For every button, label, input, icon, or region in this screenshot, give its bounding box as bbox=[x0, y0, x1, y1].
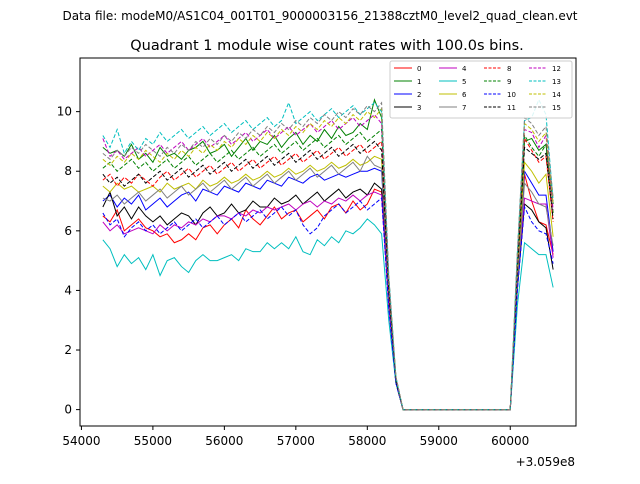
x-tick-label: 60000 bbox=[491, 434, 529, 448]
x-tick-label: 55000 bbox=[134, 434, 172, 448]
x-tick-label: 58000 bbox=[348, 434, 386, 448]
series-line-11 bbox=[102, 140, 554, 411]
x-tick-label: 54000 bbox=[62, 434, 100, 448]
series-line-10 bbox=[102, 197, 554, 411]
x-tick-label: 56000 bbox=[205, 434, 243, 448]
series-line-0 bbox=[102, 174, 554, 411]
legend-box bbox=[389, 60, 573, 119]
legend-label-14: 14 bbox=[552, 91, 561, 99]
y-tick-label: 6 bbox=[64, 224, 72, 238]
series-layer bbox=[102, 98, 554, 411]
legend-label-0: 0 bbox=[417, 65, 421, 73]
y-tick-label: 0 bbox=[64, 403, 72, 417]
y-tick-label: 10 bbox=[57, 105, 72, 119]
legend-label-3: 3 bbox=[417, 104, 421, 112]
x-tick-label: 57000 bbox=[277, 434, 315, 448]
legend-label-7: 7 bbox=[462, 104, 466, 112]
series-line-5 bbox=[102, 218, 554, 411]
legend-label-13: 13 bbox=[552, 78, 561, 86]
suptitle: Data file: modeM0/AS1C04_001T01_90000031… bbox=[62, 9, 577, 23]
series-line-2 bbox=[102, 167, 554, 411]
legend-label-11: 11 bbox=[507, 104, 516, 112]
x-axis: 54000 55000 56000 57000 58000 59000 60000 bbox=[62, 426, 529, 448]
legend-label-10: 10 bbox=[507, 91, 516, 99]
series-line-12 bbox=[102, 113, 554, 411]
legend-label-9: 9 bbox=[507, 78, 511, 86]
series-line-1 bbox=[102, 98, 554, 411]
series-line-7 bbox=[102, 155, 554, 411]
legend-label-4: 4 bbox=[462, 65, 467, 73]
legend-label-6: 6 bbox=[462, 91, 467, 99]
series-line-3 bbox=[102, 182, 554, 411]
series-line-9 bbox=[102, 128, 554, 411]
chart-title: Quadrant 1 module wise count rates with … bbox=[130, 38, 524, 54]
legend-label-1: 1 bbox=[417, 78, 421, 86]
series-line-15 bbox=[102, 101, 554, 411]
legend-label-5: 5 bbox=[462, 78, 466, 86]
y-axis: 0 2 4 6 8 10 bbox=[57, 105, 80, 417]
x-tick-label: 59000 bbox=[420, 434, 458, 448]
legend-label-2: 2 bbox=[417, 91, 421, 99]
legend-label-15: 15 bbox=[552, 104, 561, 112]
y-tick-label: 2 bbox=[64, 343, 72, 357]
x-offset-label: +3.059e8 bbox=[516, 455, 575, 469]
series-line-13 bbox=[102, 98, 554, 411]
y-tick-label: 4 bbox=[64, 283, 72, 297]
legend-label-12: 12 bbox=[552, 65, 561, 73]
legend-label-8: 8 bbox=[507, 65, 511, 73]
y-tick-label: 8 bbox=[64, 164, 72, 178]
plot-frame bbox=[79, 57, 577, 427]
series-line-6 bbox=[102, 155, 554, 411]
